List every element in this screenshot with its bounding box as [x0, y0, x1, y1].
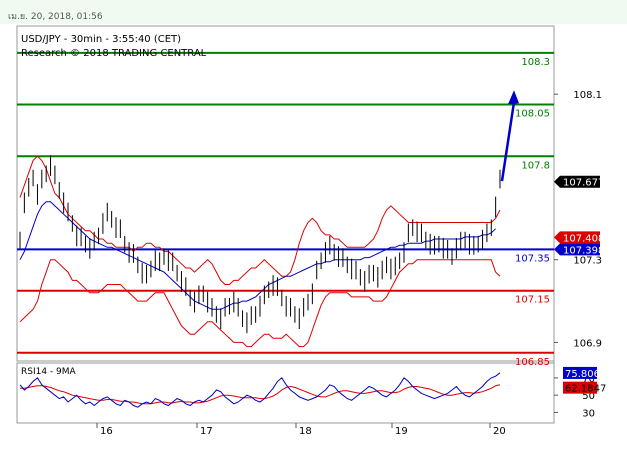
x-tick-label: 20: [493, 426, 506, 437]
level-label: 107.8: [521, 160, 550, 171]
price-series: [19, 155, 501, 334]
rsi-tick-label: 50: [582, 391, 595, 402]
price-tag: [554, 231, 600, 244]
x-tick-label: 19: [395, 426, 408, 437]
level-label: 107.15: [515, 295, 550, 306]
price-tag-label: 107.408: [563, 233, 604, 244]
rsi-value-tag: [563, 366, 597, 379]
y-tick-label: 106.9: [573, 338, 602, 349]
x-tick-label: 16: [100, 426, 113, 437]
rsi-line: [19, 372, 501, 408]
price-tag-label: 107.398: [563, 245, 604, 256]
moving-average: [19, 201, 496, 310]
forecast-line: [500, 102, 516, 182]
y-tick-label: 108.1: [573, 90, 602, 101]
price-tag: [554, 175, 600, 188]
rsi-value-label: 75.8061: [565, 369, 606, 380]
forecast-arrowhead: [508, 90, 519, 105]
rsi-value-tag: [563, 381, 597, 394]
level-label: 108.05: [515, 109, 550, 120]
rsi-tick-label: 70: [582, 374, 595, 385]
level-label: 107.35: [515, 253, 550, 264]
rsi-tick-label: 30: [582, 408, 595, 419]
rsi-label: RSI14 - 9MA: [21, 367, 77, 377]
upper-band-line: [19, 155, 501, 285]
level-label: 106.85: [515, 357, 550, 368]
x-tick-label: 17: [200, 426, 213, 437]
timestamp: เม.ย. 20, 2018, 01:56: [8, 12, 103, 22]
price-tag-label: 107.677: [563, 178, 604, 189]
lower-band-line: [19, 259, 501, 348]
y-tick-label: 107.3: [573, 256, 602, 267]
forecast-arrow: [500, 90, 519, 182]
ma-line: [19, 201, 496, 310]
level-label: 108.3: [521, 57, 550, 68]
x-tick-label: 18: [299, 426, 312, 437]
timestamp-bar: เม.ย. 20, 2018, 01:56: [0, 0, 627, 24]
rsi-value-label: 62.1847: [565, 384, 606, 395]
price-tag: [554, 243, 600, 256]
axes: 108.1 107.3 106.9 16 17 18 19 20: [96, 90, 602, 437]
support-resistance-levels: 108.3 108.05 107.8 107.35 107.15 106.85: [17, 51, 554, 368]
chart-subtitle: Research © 2018 TRADING CENTRAL: [21, 48, 207, 59]
rsi-panel: 70 50 30 75.8061 62.1847: [19, 366, 606, 419]
chart-title: USD/JPY - 30min - 3:55:40 (CET): [21, 34, 181, 45]
bollinger-bands: [19, 155, 501, 348]
